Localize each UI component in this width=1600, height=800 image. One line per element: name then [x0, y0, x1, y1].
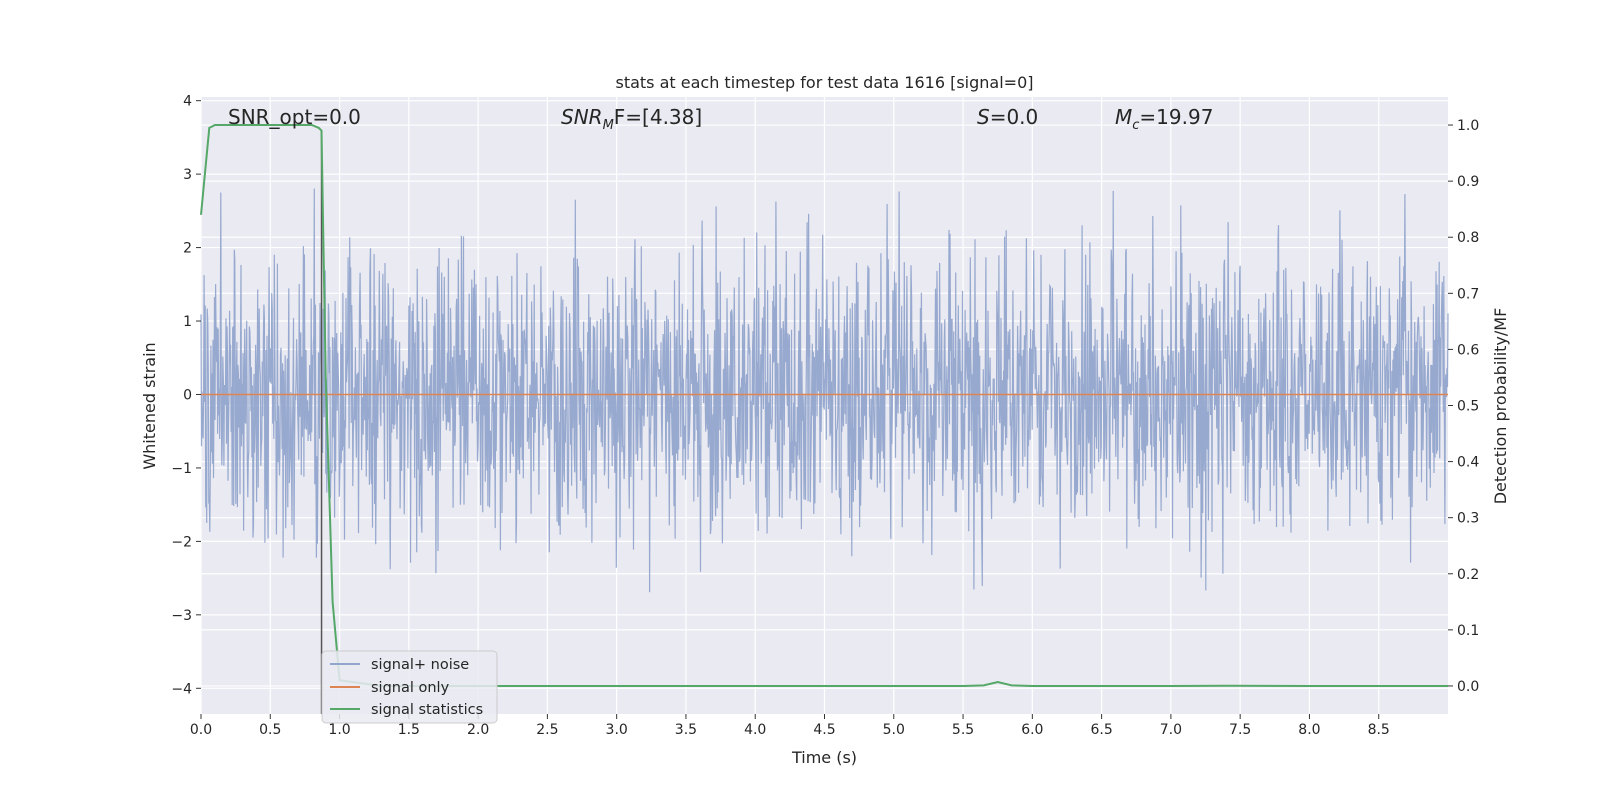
right-y-tick-label: 0.8: [1457, 230, 1479, 246]
x-tick-label: 6.0: [1021, 722, 1043, 738]
right-y-tick-label: 0.3: [1457, 511, 1479, 527]
legend: signal+ noise signal only signal statist…: [321, 650, 498, 724]
x-tick-label: 7.5: [1229, 722, 1251, 738]
left-y-tick-label: −4: [171, 681, 192, 697]
x-tick-label: 8.0: [1298, 722, 1320, 738]
right-y-tick-label: 0.5: [1457, 399, 1479, 415]
right-y-tick-label: 0.9: [1457, 174, 1479, 190]
left-y-tick-label: 1: [183, 314, 192, 330]
chart-title: stats at each timestep for test data 161…: [615, 73, 1033, 92]
x-tick-label: 2.5: [536, 722, 558, 738]
x-tick-label: 5.5: [952, 722, 974, 738]
annotation-mc-main: M: [1115, 105, 1132, 129]
x-tick-label: 4.5: [813, 722, 835, 738]
right-y-axis-ticks: 1.0 0.9 0.8 0.7 0.6 0.5 0.4 0.3 0.2 0.1 0.0: [1448, 118, 1479, 695]
signal-plus-noise-line: [200, 188, 1449, 593]
right-y-tick-label: 1.0: [1457, 118, 1479, 134]
x-tick-label: 1.5: [398, 722, 420, 738]
left-y-tick-label: −3: [171, 608, 192, 624]
x-tick-label: 4.0: [744, 722, 766, 738]
left-y-tick-label: −1: [171, 461, 192, 477]
x-tick-label: 6.5: [1090, 722, 1112, 738]
annotation-mc: Mc=19.97: [1115, 105, 1213, 133]
x-tick-label: 0.0: [190, 722, 212, 738]
annotation-mc-rest: =19.97: [1139, 105, 1213, 129]
left-y-tick-label: 3: [183, 167, 192, 183]
legend-label-signal-only: signal only: [371, 680, 450, 696]
x-axis-label: Time (s): [791, 748, 857, 767]
annotation-s-rest: =0.0: [990, 105, 1039, 129]
x-tick-label: 0.5: [259, 722, 281, 738]
annotation-snr-opt: SNR_opt=0.0: [228, 105, 361, 129]
right-y-tick-label: 0.7: [1457, 286, 1479, 302]
left-y-tick-label: −2: [171, 534, 192, 550]
annotation-s-main: S: [977, 105, 990, 129]
annotation-mc-sub: c: [1132, 118, 1139, 133]
x-tick-label: 1.0: [328, 722, 350, 738]
x-tick-label: 7.0: [1160, 722, 1182, 738]
annotation-snr-mf-rest: F=[4.38]: [614, 105, 702, 129]
left-y-axis-ticks: 4 3 2 1 0 −1 −2 −3 −4: [171, 94, 201, 697]
legend-label-signal-statistics: signal statistics: [371, 702, 483, 718]
left-y-axis-label: Whitened strain: [140, 342, 159, 469]
right-y-axis-label: Detection probability/MF: [1491, 308, 1510, 505]
right-y-tick-label: 0.6: [1457, 342, 1479, 358]
left-y-tick-label: 4: [183, 94, 192, 110]
right-y-tick-label: 0.4: [1457, 455, 1479, 471]
right-y-tick-label: 0.0: [1457, 679, 1479, 695]
x-tick-label: 3.5: [675, 722, 697, 738]
x-tick-label: 2.0: [467, 722, 489, 738]
x-tick-label: 8.5: [1368, 722, 1390, 738]
x-tick-label: 3.0: [606, 722, 628, 738]
annotation-snr-mf-main: SNR: [561, 105, 603, 129]
left-y-tick-label: 0: [183, 387, 192, 403]
right-y-tick-label: 0.2: [1457, 567, 1479, 583]
annotation-snr-mf-sub: M: [603, 118, 614, 133]
annotation-s: S=0.0: [977, 105, 1038, 129]
x-axis-ticks: 0.0 0.5 1.0 1.5 2.0 2.5 3.0 3.5 4.0 4.5 5.0 5.5 6.0 6…: [190, 714, 1390, 738]
x-tick-label: 5.0: [883, 722, 905, 738]
signal-plus-noise-series: [200, 188, 1449, 593]
legend-label-signal-noise: signal+ noise: [371, 657, 469, 673]
right-y-tick-label: 0.1: [1457, 623, 1479, 639]
annotation-snr-mf: SNRMF=[4.38]: [561, 105, 702, 133]
legend-box: [321, 650, 498, 724]
left-y-tick-label: 2: [183, 241, 192, 257]
